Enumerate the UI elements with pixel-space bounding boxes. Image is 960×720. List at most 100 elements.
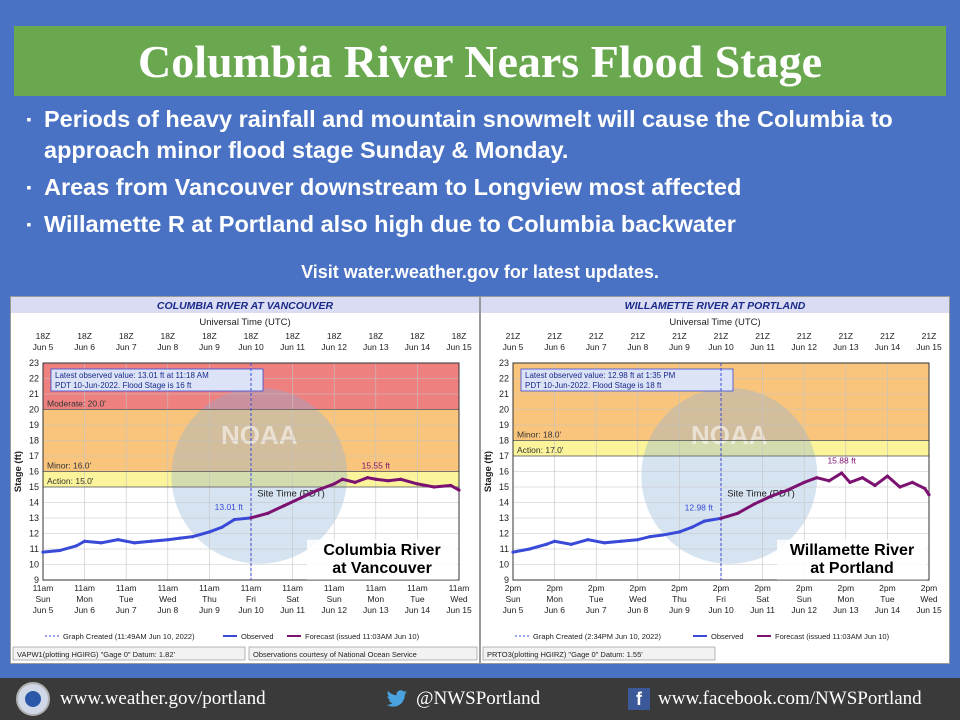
y-tick-label: 13	[29, 513, 39, 523]
bullet-text: Periods of heavy rainfall and mountain s…	[44, 106, 893, 163]
forecast-point	[736, 511, 740, 515]
hydrograph-portland: WILLAMETTE RIVER AT PORTLAND Universal Ti…	[480, 296, 950, 664]
bottom-tick-day: Fri	[246, 594, 256, 604]
forecast-point	[873, 483, 877, 488]
bottom-tick-day: Sun	[35, 594, 50, 604]
station-label-line: Willamette River	[790, 542, 914, 559]
bottom-tick-date: Jun 14	[405, 605, 431, 615]
facebook-icon: f	[628, 688, 650, 710]
bottom-tick-time: 2pm	[921, 583, 938, 593]
bottom-tick-date: Jun 12	[321, 605, 347, 615]
observed-point	[661, 533, 665, 537]
top-tick-date: Jun 5	[503, 342, 524, 352]
facebook-link[interactable]: www.facebook.com/NWSPortland	[658, 688, 922, 709]
footer-twitter[interactable]: @NWSPortland	[386, 678, 540, 720]
y-tick-label: 23	[29, 358, 39, 368]
legend-observed: Observed	[711, 632, 744, 641]
bottom-tick-day: Mon	[368, 594, 385, 604]
website-link[interactable]: www.weather.gov/portland	[60, 688, 266, 709]
bottom-tick-time: 2pm	[630, 583, 647, 593]
hydrograph-chart-vancouver: COLUMBIA RIVER AT VANCOUVER Universal Tim…	[11, 297, 479, 661]
top-tick-label: 21Z	[714, 331, 729, 341]
top-tick-label: 18Z	[202, 331, 217, 341]
top-tick-date: Jun 12	[791, 342, 817, 352]
bottom-tick-date: Jun 14	[875, 605, 901, 615]
bottom-tick-time: 11am	[157, 583, 178, 593]
bottom-tick-time: 11am	[324, 583, 345, 593]
top-tick-date: Jun 15	[916, 342, 942, 352]
bottom-tick-day: Wed	[450, 594, 468, 604]
observed-point	[553, 539, 557, 543]
bottom-tick-time: 2pm	[505, 583, 522, 593]
y-tick-label: 16	[499, 467, 509, 477]
footer-bar: www.weather.gov/portland @NWSPortland f …	[0, 678, 960, 720]
forecast-point	[415, 482, 419, 486]
y-tick-label: 11	[30, 544, 39, 554]
bullet-marker: ▪	[26, 111, 32, 127]
top-tick-label: 18Z	[244, 331, 259, 341]
top-tick-date: Jun 12	[321, 342, 347, 352]
observed-point	[602, 541, 607, 545]
forecast-point	[860, 476, 865, 480]
bottom-tick-time: 2pm	[754, 583, 771, 593]
top-tick-date: Jun 15	[446, 342, 472, 352]
top-tick-label: 18Z	[119, 331, 134, 341]
footer-website[interactable]: www.weather.gov/portland	[16, 678, 266, 720]
forecast-point	[282, 504, 286, 508]
observed-point	[99, 541, 103, 545]
top-tick-label: 18Z	[410, 331, 425, 341]
bottom-tick-day: Wed	[629, 594, 647, 604]
bottom-tick-day: Sun	[327, 594, 342, 604]
bottom-tick-time: 11am	[407, 583, 428, 593]
bottom-tick-time: 2pm	[838, 583, 855, 593]
info-box	[520, 368, 734, 392]
station-label-line: Columbia River	[323, 542, 440, 559]
forecast-series-line	[250, 476, 460, 520]
bottom-tick-date: Jun 5	[33, 605, 54, 615]
forecast-point	[315, 488, 320, 492]
twitter-handle-link[interactable]: @NWSPortland	[416, 688, 541, 709]
observed-point	[690, 525, 694, 529]
stage-threshold-label: Moderate: 20.0'	[47, 399, 106, 409]
bottom-tick-time: 2pm	[671, 583, 688, 593]
top-tick-label: 21Z	[838, 331, 853, 341]
bottom-tick-date: Jun 10	[708, 605, 734, 615]
bullet-item: ▪ Areas from Vancouver downstream to Lon…	[14, 172, 944, 203]
forecast-point	[299, 496, 303, 500]
top-tick-date: Jun 14	[405, 342, 431, 352]
footer-facebook[interactable]: f www.facebook.com/NWSPortland	[628, 678, 922, 720]
bottom-tick-time: 11am	[282, 583, 303, 593]
observed-point	[207, 530, 211, 534]
chart-title: COLUMBIA RIVER AT VANCOUVER	[157, 300, 334, 312]
y-tick-label: 11	[500, 544, 509, 554]
top-tick-label: 21Z	[672, 331, 687, 341]
bottom-tick-date: Jun 8	[157, 605, 178, 615]
top-tick-date: Jun 6	[74, 342, 95, 352]
y-tick-label: 12	[499, 529, 509, 539]
top-tick-label: 18Z	[36, 331, 51, 341]
bottom-tick-day: Tue	[880, 594, 895, 604]
forecast-point	[386, 479, 390, 483]
bottom-tick-date: Jun 5	[503, 605, 524, 615]
y-axis-label: Stage (ft)	[13, 451, 24, 492]
bottom-tick-day: Mon	[838, 594, 855, 604]
bottom-tick-time: 2pm	[546, 583, 563, 593]
observed-point	[41, 550, 45, 554]
chart-title-strip	[11, 297, 479, 313]
bottom-tick-date: Jun 9	[199, 605, 220, 615]
top-tick-date: Jun 9	[199, 342, 220, 352]
top-tick-date: Jun 8	[627, 342, 648, 352]
bottom-tick-day: Thu	[202, 594, 217, 604]
forecast-point	[802, 480, 806, 484]
forecast-point	[353, 480, 357, 484]
site-time-title: Site Time (PDT)	[257, 488, 325, 499]
observed-point	[528, 547, 532, 551]
bottom-tick-date: Jun 12	[791, 605, 817, 615]
top-tick-date: Jun 6	[544, 342, 565, 352]
observed-value-label: 13.01 ft	[215, 502, 244, 512]
bottom-tick-day: Sat	[756, 594, 769, 604]
bottom-tick-date: Jun 8	[627, 605, 648, 615]
y-tick-label: 10	[29, 560, 39, 570]
observed-point	[569, 542, 573, 546]
y-tick-label: 19	[29, 420, 39, 430]
